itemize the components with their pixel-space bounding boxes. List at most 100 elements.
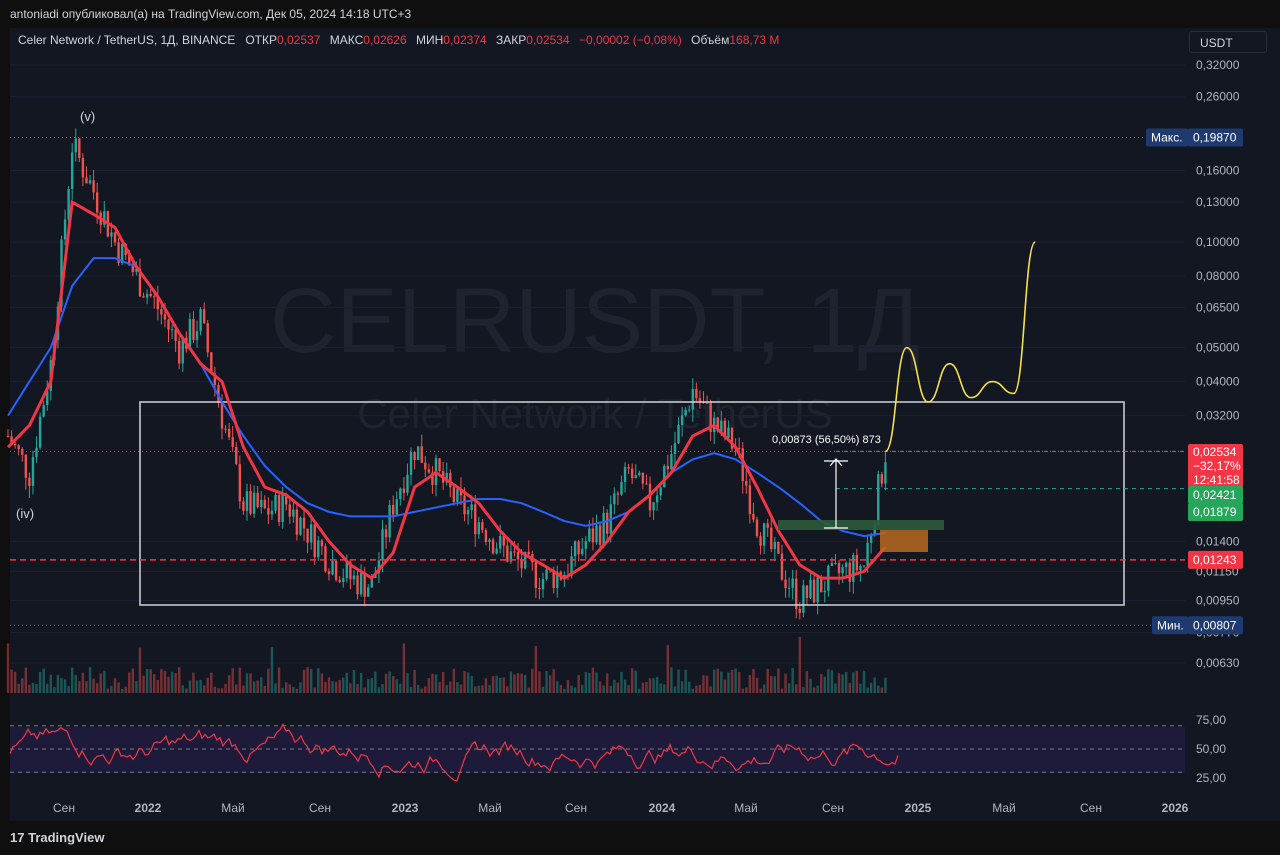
volume-bar	[720, 671, 723, 693]
candle-body	[869, 534, 873, 543]
volume-bar	[256, 680, 259, 693]
volume-bar	[367, 679, 370, 693]
price-axis[interactable]: 0,32000 0,26000 0,16000 0,13000 0,10000 0,080…	[1196, 58, 1240, 670]
candle-body	[195, 331, 199, 341]
time-axis[interactable]: Сен 2022 Май Сен 2023 Май Сен 2024 Май Сен 2025 Май…	[53, 801, 1189, 815]
candle-body	[773, 541, 777, 550]
candle-body	[755, 519, 759, 537]
currency-selector[interactable]: USDT	[1189, 31, 1267, 53]
volume-bar	[762, 684, 766, 693]
volume-bar	[862, 670, 866, 693]
candle-body	[35, 447, 38, 458]
volume-bar	[859, 683, 862, 693]
time-tick-label: Май	[221, 801, 245, 815]
tradingview-logo[interactable]: 17 TradingView	[10, 830, 104, 845]
volume-bar	[92, 678, 95, 693]
price-tick-label: 0,32000	[1196, 58, 1240, 72]
volume-bar	[563, 688, 566, 693]
candle-body	[787, 587, 791, 589]
price-tick-label: 0,00950	[1196, 593, 1240, 607]
candle-body	[24, 454, 28, 478]
volume-bar	[388, 671, 391, 693]
volume-bar	[192, 672, 195, 693]
time-tick-label: 2025	[905, 801, 932, 815]
candle-body	[770, 527, 773, 550]
volume-bar	[777, 668, 780, 693]
candle-body	[188, 319, 192, 349]
rsi-pane[interactable]	[9, 722, 1185, 782]
candle-body	[81, 158, 85, 178]
candle-body	[92, 180, 95, 193]
legend-symbol[interactable]: Celer Network / TetherUS, 1Д, BINANCE	[18, 33, 236, 47]
candle-body	[684, 409, 687, 416]
candle-body	[613, 493, 616, 505]
countdown: 12:41:58	[1193, 473, 1240, 487]
candle-body	[745, 481, 748, 486]
candle-body	[606, 512, 609, 534]
candle-body	[670, 453, 673, 470]
volume-bar	[252, 681, 256, 693]
volume-bar	[170, 671, 174, 693]
candle-body	[324, 546, 327, 572]
range-box[interactable]	[139, 401, 1125, 606]
candle-body	[149, 293, 152, 297]
volume-bar	[499, 677, 502, 693]
price-chart[interactable]: CELRUSDT, 1Д Celer Network / TetherUS 0,…	[0, 0, 1280, 821]
volume-bar	[577, 674, 580, 693]
volume-bar	[770, 675, 773, 693]
candle-body	[591, 528, 595, 543]
volume-bar	[613, 679, 616, 693]
candle-body	[709, 402, 712, 433]
volume-bar	[684, 669, 687, 693]
candle-body	[399, 488, 402, 500]
candle-body	[392, 505, 395, 515]
open-value: 0,02537	[277, 33, 321, 47]
volume-bar	[869, 682, 873, 693]
candle-body	[160, 309, 163, 315]
tradingview-icon: 17	[10, 830, 25, 845]
volume-bar	[670, 667, 673, 693]
volume-bar	[877, 685, 880, 693]
candle-body	[866, 542, 869, 566]
volume-bar	[730, 669, 734, 693]
volume-bar	[213, 686, 217, 693]
publisher-line: antoniadi опубликовал(а) на TradingView.…	[10, 7, 412, 21]
volume-bar	[855, 670, 859, 693]
time-tick-label: Май	[478, 801, 502, 815]
volume-bar	[42, 668, 45, 693]
measure-tool[interactable]: 0,00873 (56,50%) 873	[772, 434, 881, 529]
volume-bar	[716, 668, 719, 693]
volume-bar	[63, 679, 67, 693]
candle-body	[859, 565, 862, 571]
volume-bar	[324, 681, 327, 693]
volume-bar	[156, 679, 159, 693]
volume-bar	[816, 685, 819, 693]
min-tag: Мин.	[1157, 618, 1184, 632]
candle-body	[780, 553, 784, 580]
candle-body	[210, 352, 213, 374]
volume-bar	[513, 674, 516, 693]
volume-bar	[149, 669, 152, 693]
volume-bar	[680, 681, 684, 693]
candle-body	[252, 492, 256, 514]
candle-body	[516, 551, 520, 560]
candle-body	[791, 578, 794, 588]
volume-bar	[713, 669, 716, 693]
volume-bar	[812, 687, 816, 693]
volume-bar	[773, 676, 777, 693]
candle-body	[63, 219, 67, 240]
candle-body	[620, 482, 623, 495]
volume-bar	[484, 678, 488, 693]
candle-body	[213, 373, 217, 386]
candle-body	[299, 517, 302, 535]
candle-body	[598, 525, 602, 545]
candle-body	[766, 523, 769, 528]
candle-body	[42, 405, 45, 417]
candle-body	[652, 502, 655, 511]
volume-bar	[474, 686, 477, 693]
volume-bar	[566, 680, 570, 693]
candle-body	[698, 398, 702, 403]
volume-bar	[46, 683, 49, 693]
volume-bar	[523, 674, 527, 693]
time-tick-label: 2024	[649, 801, 676, 815]
